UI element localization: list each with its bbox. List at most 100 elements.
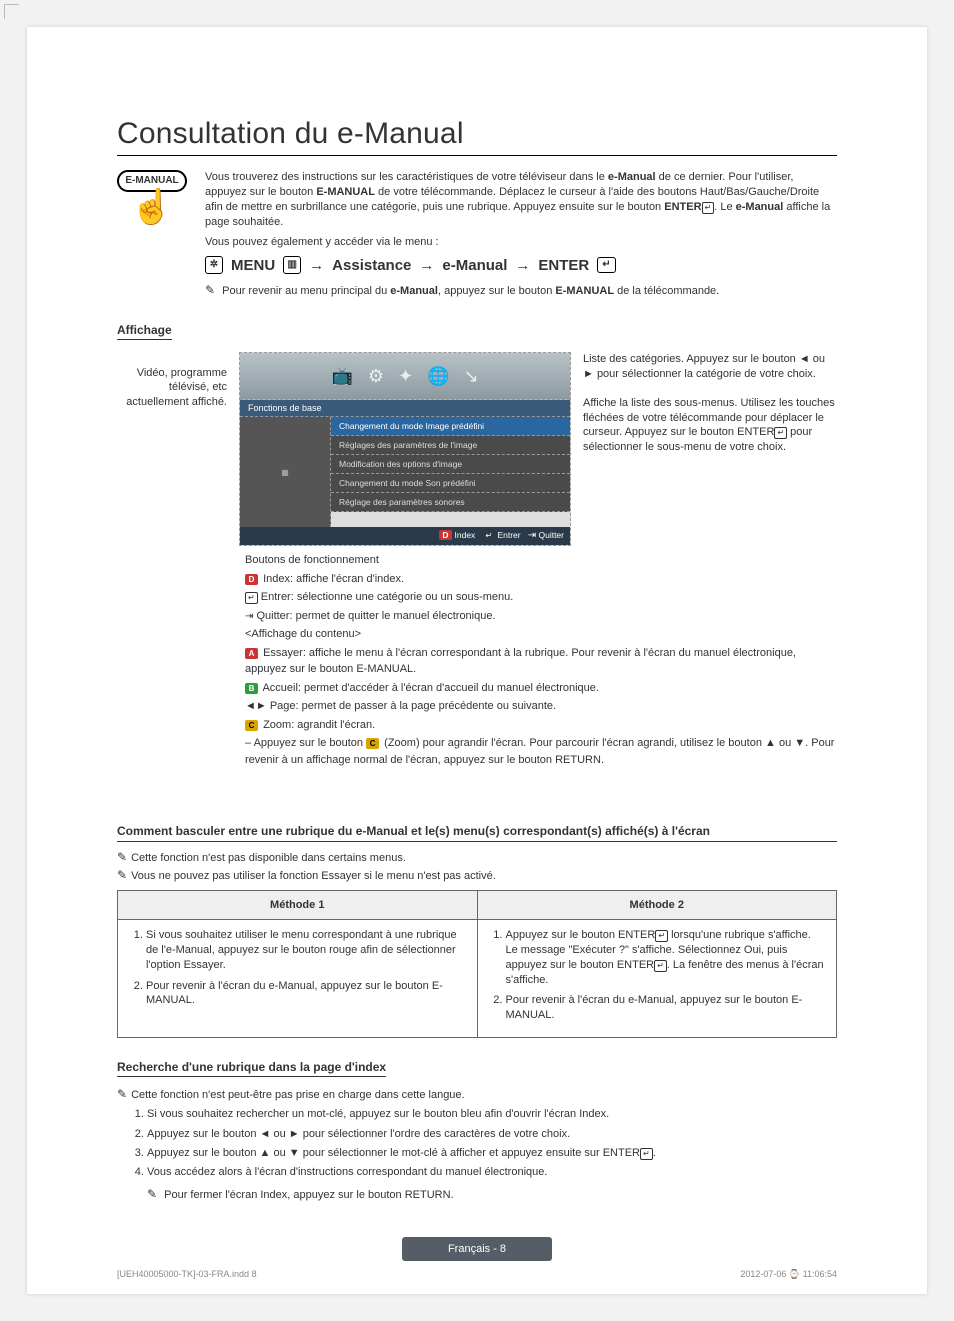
arrow: → xyxy=(309,257,324,274)
ss-menu-item: Changement du mode Son prédéfini xyxy=(331,474,570,493)
switch-note1: ✎Cette fonction n'est pas disponible dan… xyxy=(117,850,837,864)
label: Accueil xyxy=(262,682,297,694)
methods-th1: Méthode 1 xyxy=(118,891,478,920)
intro-p1: Vous trouverez des instructions sur les … xyxy=(205,170,837,229)
print-footer: [UEH40005000-TK]-03-FRA.indd 8 2012-07-0… xyxy=(117,1269,837,1280)
t: : sélectionne une catégorie ou un sous-m… xyxy=(291,591,514,603)
ss-footer-d: D xyxy=(439,530,451,540)
m2-li1: Appuyez sur le bouton ENTER↵ lorsqu'une … xyxy=(506,928,827,987)
t: – Appuyez sur le bouton xyxy=(245,737,366,749)
t: e-Manual xyxy=(269,980,315,992)
enter-icon: ↵ xyxy=(482,530,495,542)
t: . xyxy=(413,663,416,675)
t: Appuyez sur le bouton xyxy=(506,929,619,941)
diagram-right-captions: Liste des catégories. Appuyez sur le bou… xyxy=(583,352,837,546)
menu-path: ✲ MENU ▥ → Assistance → e-Manual → ENTER… xyxy=(205,256,837,274)
t: ENTER xyxy=(737,426,774,438)
note-icon: ✎ xyxy=(205,283,215,297)
enter-icon: ↵ xyxy=(774,427,787,439)
func-row-enter: ↵ Entrer: sélectionne une catégorie ou u… xyxy=(245,589,837,606)
label: Essayer xyxy=(263,647,303,659)
t: RETURN xyxy=(405,1189,451,1201)
ss-menu-item: Modification des options d'image xyxy=(331,455,570,474)
t: : permet d'accéder à l'écran d'accueil d… xyxy=(298,682,599,694)
page-content: Consultation du e-Manual E-MANUAL ☝ Vous… xyxy=(27,27,927,1301)
methods-td1: Si vous souhaitez utiliser le menu corre… xyxy=(118,920,478,1038)
path-c: ENTER xyxy=(538,257,589,274)
t: Pour revenir à l'écran du xyxy=(506,994,629,1006)
m1-li2: Pour revenir à l'écran du e-Manual, appu… xyxy=(146,979,467,1009)
t: ENTER xyxy=(618,929,655,941)
func-row-essayer: A Essayer: affiche le menu à l'écran cor… xyxy=(245,645,837,678)
methods-th2: Méthode 2 xyxy=(477,891,837,920)
enter-icon: ↵ xyxy=(640,1148,653,1160)
label: Entrer xyxy=(261,591,291,603)
t: . Le xyxy=(714,201,735,213)
func-row-index: D Index: affiche l'écran d'index. xyxy=(245,571,837,588)
path-a: Assistance xyxy=(332,257,411,274)
t: Vidéo, programme télévisé, etc actuellem… xyxy=(126,367,227,408)
ss-footer: DIndex ↵ Entrer ⇥ Quitter xyxy=(240,527,570,545)
t: Pour revenir à l'écran du xyxy=(146,980,269,992)
note-return-main: ✎ Pour revenir au menu principal du e-Ma… xyxy=(205,282,837,299)
page-number-pill: Français - 8 xyxy=(402,1237,552,1261)
exit-icon: ⇥ xyxy=(245,611,253,622)
crop-mark-tl xyxy=(4,4,19,19)
exit-icon: ⇥ xyxy=(528,530,536,541)
enter-icon: ↵ xyxy=(702,202,715,214)
t: : affiche l'écran d'index. xyxy=(290,573,404,585)
t: s'affiche. Sélectionnez xyxy=(629,944,744,956)
remote-illustration: E-MANUAL ☝ xyxy=(117,170,187,305)
t: : permet de quitter le manuel électroniq… xyxy=(289,610,495,622)
t: . xyxy=(606,1108,609,1120)
print-footer-right: 2012-07-06 ⌚ 11:06:54 xyxy=(740,1269,837,1280)
right-p1: Liste des catégories. Appuyez sur le bou… xyxy=(583,352,837,382)
idx-li1: Si vous souhaitez rechercher un mot-clé,… xyxy=(147,1107,837,1122)
cat-icon: ↘ xyxy=(463,366,478,387)
remote-icon: ✲ xyxy=(205,256,223,274)
t: Pour fermer l'écran xyxy=(164,1189,260,1201)
t: , appuyez sur le bouton xyxy=(287,1189,404,1201)
idx-li3: Appuyez sur le bouton ▲ ou ▼ pour sélect… xyxy=(147,1146,837,1161)
label: Quitter xyxy=(256,610,289,622)
t: e-Manual xyxy=(628,994,674,1006)
switch-heading: Comment basculer entre une rubrique du e… xyxy=(117,824,837,842)
intro-text: Vous trouverez des instructions sur les … xyxy=(205,170,837,305)
m1-li1: Si vous souhaitez utiliser le menu corre… xyxy=(146,928,467,973)
note-icon: ✎ xyxy=(147,1187,157,1201)
t: Zoom xyxy=(388,737,416,749)
t: Cette fonction n'est peut-être pas prise… xyxy=(131,1089,465,1101)
emanual-screenshot: 📺 ⚙ ✦ 🌐 ↘ Fonctions de base ▦ Changement… xyxy=(239,352,571,546)
affichage-diagram: Vidéo, programme télévisé, etc actuellem… xyxy=(117,352,837,546)
index-close-note: ✎ Pour fermer l'écran Index, appuyez sur… xyxy=(147,1187,837,1201)
t: : agrandit l'écran. xyxy=(291,719,375,731)
t: Cette fonction n'est pas disponible dans… xyxy=(131,852,406,864)
badge-c: C xyxy=(366,738,379,749)
function-buttons-list: Boutons de fonctionnement D Index: affic… xyxy=(245,552,837,768)
ss-menu-item: Réglages des paramètres de l'image xyxy=(331,436,570,455)
t: Pour revenir au menu principal du xyxy=(222,285,390,297)
t: Index xyxy=(579,1108,606,1120)
func-row-accueil: B Accueil: permet d'accéder à l'écran d'… xyxy=(245,680,837,697)
menu-label: MENU xyxy=(231,257,275,274)
enter-icon: ↵ xyxy=(654,960,667,972)
t: ENTER xyxy=(603,1147,640,1159)
t: E-MANUAL xyxy=(356,663,413,675)
ss-submenu-list: Changement du mode Image prédéfini Régla… xyxy=(331,417,570,527)
enter-icon: ↵ xyxy=(245,592,258,604)
badge-a: A xyxy=(245,648,258,659)
t: ENTER xyxy=(617,959,654,971)
m2-li2: Pour revenir à l'écran du e-Manual, appu… xyxy=(506,993,827,1023)
t: Quitter xyxy=(538,530,564,540)
menu-icon: ▥ xyxy=(283,256,301,274)
t: Entrer xyxy=(497,530,520,540)
t: Si vous souhaitez rechercher un mot-clé,… xyxy=(147,1108,579,1120)
t: E-MANUAL xyxy=(555,285,614,297)
label: Page xyxy=(270,700,296,712)
func-row-zoom: C Zoom: agrandit l'écran. xyxy=(245,717,837,734)
finger-icon: ☝ xyxy=(117,190,187,224)
t: : permet de passer à la page précédente … xyxy=(296,700,557,712)
t: Oui xyxy=(744,944,761,956)
methods-table: Méthode 1 Méthode 2 Si vous souhaitez ut… xyxy=(117,890,837,1038)
t: E-MANUAL xyxy=(316,186,375,198)
